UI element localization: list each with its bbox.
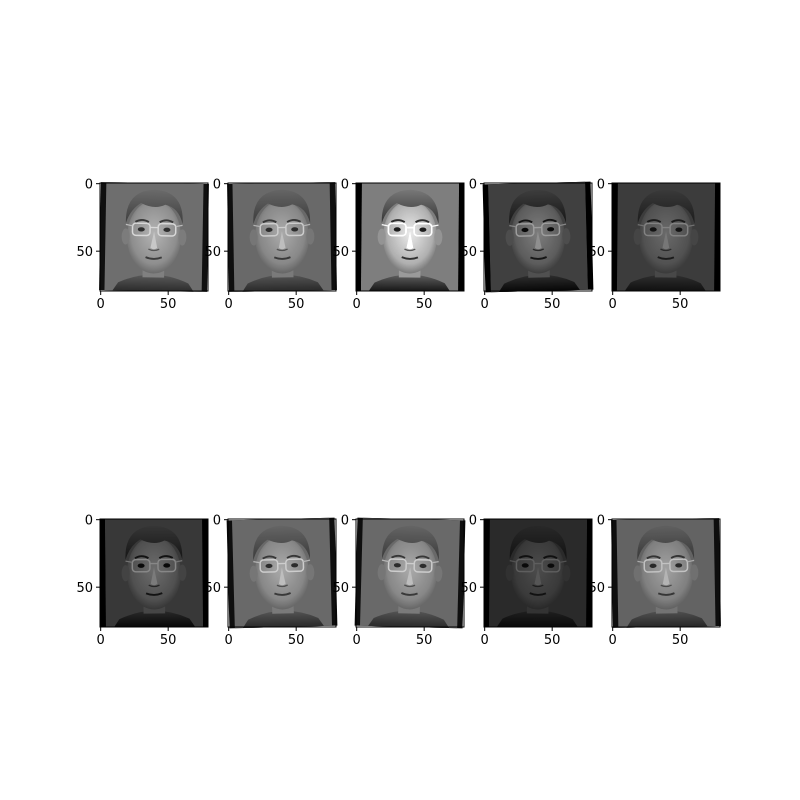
y-tick-label: 0	[213, 178, 221, 193]
x-tick-label: 50	[544, 633, 561, 648]
y-tick-label: 50	[204, 245, 221, 260]
face-panel: 0 0 50 50	[204, 178, 337, 312]
x-tick-label: 0	[481, 297, 489, 312]
y-tick-label: 0	[597, 514, 605, 529]
y-tick-label: 0	[469, 514, 477, 529]
image-axes: 0 0 50 50	[460, 178, 594, 312]
face-panel: 0 0 50 50	[332, 178, 465, 312]
y-tick-label: 50	[76, 581, 93, 596]
image-axes: 0 0 50 50	[204, 178, 337, 312]
y-tick-label: 0	[469, 178, 477, 193]
axes-frame	[227, 518, 337, 628]
axes-frame	[611, 518, 721, 628]
face-image	[355, 182, 465, 292]
axes-frame	[99, 182, 209, 292]
y-tick-label: 0	[85, 178, 93, 193]
x-tick-label: 0	[225, 297, 233, 312]
image-axes: 0 0 50 50	[76, 178, 209, 312]
image-axes: 0 0 50 50	[332, 178, 465, 312]
image-axes: 0 0 50 50	[204, 514, 338, 648]
x-tick-label: 50	[416, 633, 433, 648]
x-tick-label: 0	[353, 633, 361, 648]
x-tick-label: 50	[160, 297, 177, 312]
y-tick-label: 50	[460, 581, 477, 596]
y-tick-label: 50	[332, 581, 349, 596]
image-axes: 0 0 50 50	[460, 514, 593, 648]
y-tick-label: 50	[588, 245, 605, 260]
face-image	[354, 517, 466, 629]
image-axes: 0 0 50 50	[588, 178, 721, 312]
face-panel: 0 0 50 50	[460, 178, 594, 312]
face-panel: 0 0 50 50	[76, 514, 209, 648]
y-tick-label: 50	[204, 581, 221, 596]
y-tick-label: 0	[341, 514, 349, 529]
image-axes: 0 0 50 50	[76, 514, 209, 648]
x-tick-label: 0	[481, 633, 489, 648]
axes-frame	[355, 518, 465, 628]
x-tick-label: 0	[97, 297, 105, 312]
face-panel: 0 0 50 50	[332, 514, 466, 648]
face-panel: 0 0 50 50	[76, 178, 209, 312]
y-tick-label: 0	[597, 178, 605, 193]
x-tick-label: 50	[672, 633, 689, 648]
y-tick-label: 50	[460, 245, 477, 260]
x-tick-label: 0	[353, 297, 361, 312]
image-axes: 0 0 50 50	[332, 514, 466, 648]
y-tick-label: 0	[341, 178, 349, 193]
axes-frame	[483, 182, 593, 292]
face-panel: 0 0 50 50	[460, 514, 593, 648]
face-image	[482, 181, 594, 293]
x-tick-label: 50	[160, 633, 177, 648]
axes-frame	[227, 182, 337, 292]
face-image	[483, 518, 593, 628]
x-tick-label: 50	[672, 297, 689, 312]
axes-frame	[355, 182, 465, 292]
x-tick-label: 50	[288, 633, 305, 648]
face-panel: 0 0 50 50	[204, 514, 338, 648]
face-image	[611, 518, 721, 628]
face-image	[226, 517, 338, 629]
face-image	[227, 182, 337, 292]
y-tick-label: 50	[332, 245, 349, 260]
face-panel: 0 0 50 50	[588, 514, 721, 648]
image-axes: 0 0 50 50	[588, 514, 721, 648]
x-tick-label: 0	[97, 633, 105, 648]
x-tick-label: 50	[288, 297, 305, 312]
axes-frame	[611, 182, 721, 292]
x-tick-label: 50	[544, 297, 561, 312]
face-panel: 0 0 50 50	[588, 178, 721, 312]
y-tick-label: 0	[213, 514, 221, 529]
y-tick-label: 50	[588, 581, 605, 596]
x-tick-label: 0	[225, 633, 233, 648]
face-image	[99, 518, 209, 628]
x-tick-label: 0	[609, 297, 617, 312]
face-image	[99, 182, 209, 292]
y-tick-label: 50	[76, 245, 93, 260]
x-tick-label: 0	[609, 633, 617, 648]
y-tick-label: 0	[85, 514, 93, 529]
x-tick-label: 50	[416, 297, 433, 312]
face-image	[611, 182, 721, 292]
axes-frame	[99, 518, 209, 628]
axes-frame	[483, 518, 593, 628]
